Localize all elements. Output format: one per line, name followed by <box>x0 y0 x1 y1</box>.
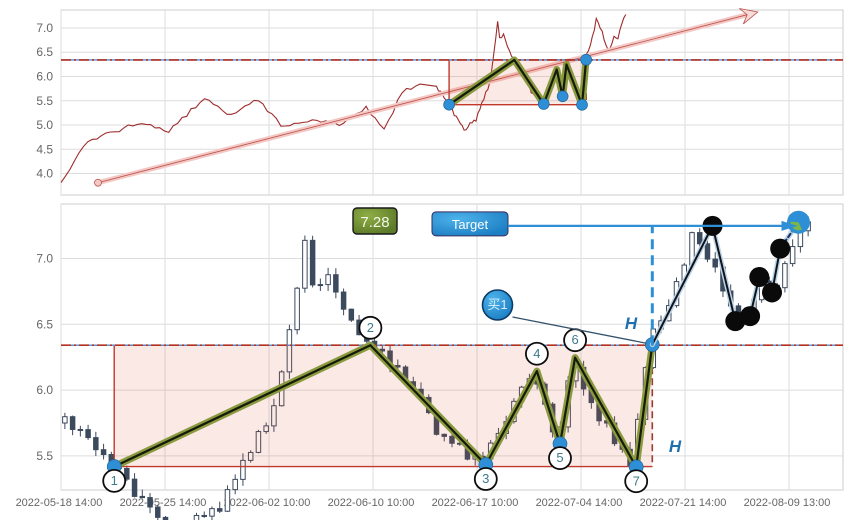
svg-text:6.5: 6.5 <box>36 317 53 331</box>
svg-text:7.0: 7.0 <box>36 251 53 265</box>
svg-text:5.5: 5.5 <box>36 449 53 463</box>
svg-text:H: H <box>669 437 682 456</box>
svg-text:3: 3 <box>482 471 489 486</box>
svg-text:7: 7 <box>633 473 640 488</box>
svg-text:6.0: 6.0 <box>36 70 53 84</box>
svg-text:H: H <box>625 314 638 333</box>
svg-text:5.0: 5.0 <box>36 118 53 132</box>
svg-text:2022-08-09 13:00: 2022-08-09 13:00 <box>744 497 831 509</box>
svg-text:2022-05-25 14:00: 2022-05-25 14:00 <box>120 497 207 509</box>
svg-text:买1: 买1 <box>487 297 507 312</box>
svg-text:6.5: 6.5 <box>36 45 53 59</box>
svg-text:2: 2 <box>367 320 374 335</box>
svg-text:2022-07-21 14:00: 2022-07-21 14:00 <box>640 497 727 509</box>
svg-text:6.0: 6.0 <box>36 383 53 397</box>
svg-text:4: 4 <box>533 346 540 361</box>
svg-text:Target: Target <box>452 217 489 232</box>
svg-text:2022-06-17 10:00: 2022-06-17 10:00 <box>432 497 519 509</box>
svg-text:4.0: 4.0 <box>36 167 53 181</box>
svg-text:2022-06-02 10:00: 2022-06-02 10:00 <box>224 497 311 509</box>
svg-text:4.5: 4.5 <box>36 142 53 156</box>
svg-text:5: 5 <box>556 450 563 465</box>
svg-text:7.28: 7.28 <box>360 214 389 231</box>
svg-text:2022-07-04 14:00: 2022-07-04 14:00 <box>536 497 623 509</box>
svg-text:7.0: 7.0 <box>36 21 53 35</box>
svg-text:5.5: 5.5 <box>36 94 53 108</box>
svg-text:1: 1 <box>111 473 118 488</box>
svg-text:2022-05-18 14:00: 2022-05-18 14:00 <box>16 497 103 509</box>
svg-text:2022-06-10 10:00: 2022-06-10 10:00 <box>328 497 415 509</box>
svg-text:6: 6 <box>571 332 578 347</box>
